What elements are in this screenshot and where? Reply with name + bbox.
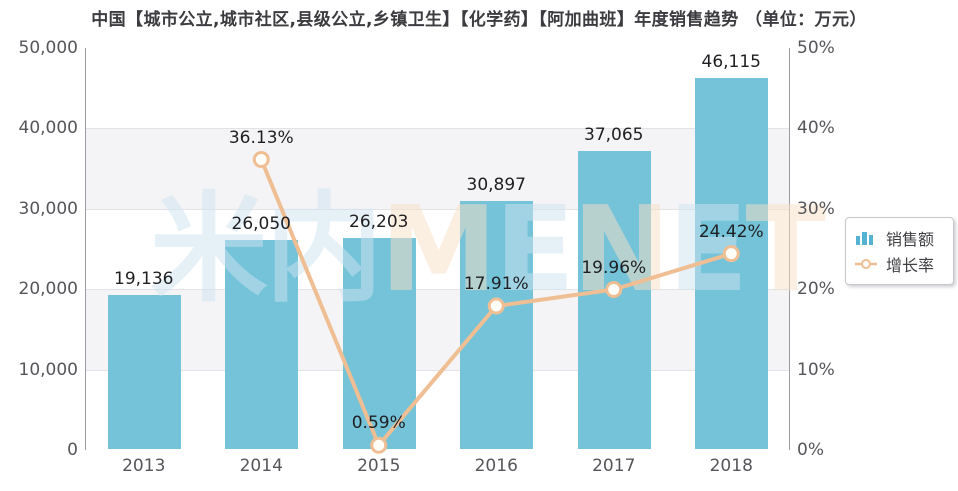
bar-2016[interactable]	[460, 200, 534, 449]
right-axis-tick: 10%	[797, 359, 835, 380]
left-axis-tick: 10,000	[18, 359, 78, 380]
legend-label: 销售额	[886, 230, 935, 249]
growth-line-layer	[252, 151, 740, 454]
right-axis-tick: 50%	[797, 38, 835, 58]
x-axis-label-2015: 2015	[357, 456, 401, 476]
left-axis-tick: 20,000	[18, 279, 78, 300]
plot-band	[86, 208, 789, 291]
legend: 销售额 增长率	[845, 217, 954, 285]
plot-area	[85, 48, 790, 451]
chart-title: 中国【城市公立,城市社区,县级公立,乡镇卫生】【化学药】【阿加曲班】年度销售趋势…	[91, 10, 867, 30]
x-axis-label-2017: 2017	[592, 456, 636, 476]
bar-2013[interactable]	[107, 295, 181, 449]
growth-marker-2014[interactable]	[252, 151, 270, 169]
right-axis-tick: 0%	[797, 440, 824, 460]
x-axis-label-2016: 2016	[474, 456, 518, 476]
bar-2017[interactable]	[577, 151, 651, 449]
plot-band	[86, 128, 789, 210]
x-axis-label-2013: 2013	[122, 456, 166, 476]
line-series-icon	[855, 259, 877, 269]
right-axis-tick: 30%	[797, 198, 835, 219]
plot-band	[86, 289, 789, 371]
bar-2018[interactable]	[695, 78, 769, 449]
growth-marker-2015[interactable]	[370, 436, 388, 454]
right-axis-tick: 40%	[797, 118, 835, 139]
plot-band	[86, 48, 789, 130]
x-axis-label-2018: 2018	[709, 456, 753, 476]
growth-marker-2018[interactable]	[722, 245, 740, 263]
left-axis-tick: 30,000	[18, 198, 78, 219]
growth-marker-2016[interactable]	[487, 297, 505, 315]
bar-series-icon	[856, 232, 873, 245]
x-axis-label-2014: 2014	[239, 456, 283, 476]
legend-label: 增长率	[886, 256, 935, 275]
legend-item-sales[interactable]: 销售额	[854, 225, 945, 251]
growth-marker-2017[interactable]	[605, 281, 623, 299]
left-axis-tick: 40,000	[18, 118, 78, 139]
legend-item-growth[interactable]: 增长率	[854, 251, 945, 277]
bar-2014[interactable]	[225, 239, 299, 449]
plot-band	[86, 369, 789, 451]
left-axis-tick: 0	[67, 440, 78, 460]
left-axis-tick: 50,000	[18, 38, 78, 58]
